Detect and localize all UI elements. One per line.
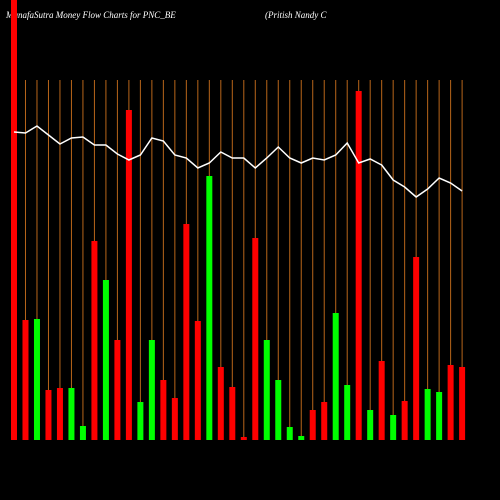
bar	[424, 389, 431, 440]
bar	[309, 410, 316, 440]
bar	[137, 402, 144, 440]
bar	[114, 340, 121, 440]
bar	[22, 320, 29, 440]
bar	[321, 402, 328, 440]
bar	[125, 110, 132, 440]
bar	[91, 241, 98, 440]
bar	[436, 392, 443, 440]
bar	[413, 257, 420, 440]
bar	[390, 415, 397, 440]
bar	[252, 238, 259, 440]
bar	[79, 426, 86, 440]
bar	[56, 388, 63, 440]
bar	[355, 91, 362, 440]
bar	[401, 401, 408, 440]
bar	[332, 313, 339, 440]
chart-title: MunafaSutra Money Flow Charts for PNC_BE	[5, 10, 176, 20]
bar	[378, 361, 385, 440]
bar	[33, 319, 40, 440]
bar	[229, 387, 236, 440]
bar	[194, 321, 201, 440]
bar	[183, 224, 190, 440]
bar	[171, 398, 178, 440]
line	[13, 125, 463, 198]
bar	[286, 427, 293, 440]
bar	[459, 367, 466, 440]
bar	[240, 437, 247, 440]
bar	[447, 365, 454, 440]
bar	[160, 380, 167, 440]
bar	[102, 280, 109, 440]
bar	[298, 436, 305, 440]
bar	[367, 410, 374, 440]
bar	[148, 340, 155, 440]
bar	[45, 390, 52, 440]
bar	[206, 176, 213, 440]
bar	[10, 0, 17, 440]
chart-subtitle: (Pritish Nandy C	[265, 10, 327, 20]
bar	[263, 340, 270, 440]
bar	[68, 388, 75, 440]
bar	[217, 367, 224, 440]
bar	[275, 380, 282, 440]
bar	[344, 385, 351, 440]
